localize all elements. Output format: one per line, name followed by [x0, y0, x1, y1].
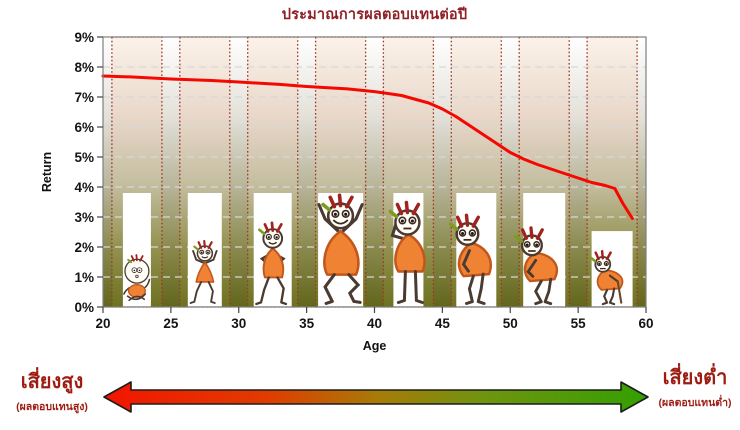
x-tick-label: 30 [231, 316, 246, 331]
figure-infant [123, 254, 151, 302]
figure-elderly-with-cane [589, 249, 624, 306]
return-line [101, 74, 634, 220]
x-tick-label: 35 [299, 316, 315, 331]
x-tick-label: 40 [367, 316, 382, 331]
chart-title: ประมาณการผลตอบแทนต่อปี [281, 7, 468, 23]
x-tick-label: 20 [95, 316, 110, 331]
high-risk-label: เสี่ยงสูง [20, 371, 84, 393]
y-tick-label: 5% [74, 150, 94, 165]
y-tick-label: 4% [74, 180, 94, 195]
x-axis-title: Age [362, 339, 387, 353]
low-risk-label-group: เสี่ยงต่ำ (ผลตอบแทนต่ำ) [650, 367, 740, 411]
figure-senior-stooped [514, 226, 559, 306]
y-tick-label: 3% [74, 210, 94, 225]
y-tick-label: 8% [74, 60, 94, 75]
low-return-sublabel: (ผลตอบแทนต่ำ) [658, 397, 732, 409]
risk-gradient-arrow [103, 381, 649, 413]
high-risk-label-group: เสี่ยงสูง (ผลตอบแทนสูง) [2, 371, 102, 415]
x-tick-label: 25 [163, 316, 179, 331]
x-tick-label: 45 [435, 316, 451, 331]
figure-adult-stooping [449, 213, 492, 306]
low-risk-label: เสี่ยงต่ำ [662, 367, 728, 389]
figure-teen-dancing [255, 221, 288, 306]
x-tick-label: 50 [503, 316, 518, 331]
y-tick-label: 1% [74, 270, 94, 285]
x-tick-label: 60 [638, 316, 653, 331]
y-tick-label: 2% [74, 240, 94, 255]
y-tick-label: 7% [74, 90, 94, 105]
high-return-sublabel: (ผลตอบแทนสูง) [16, 401, 88, 413]
y-tick-label: 0% [74, 300, 94, 315]
x-tick-label: 55 [571, 316, 587, 331]
y-tick-label: 9% [74, 30, 94, 45]
figure-child-dancing [189, 239, 218, 304]
y-tick-label: 6% [74, 120, 94, 135]
figure-adult-standing [388, 200, 426, 304]
figure-adult-dancing [317, 193, 364, 305]
